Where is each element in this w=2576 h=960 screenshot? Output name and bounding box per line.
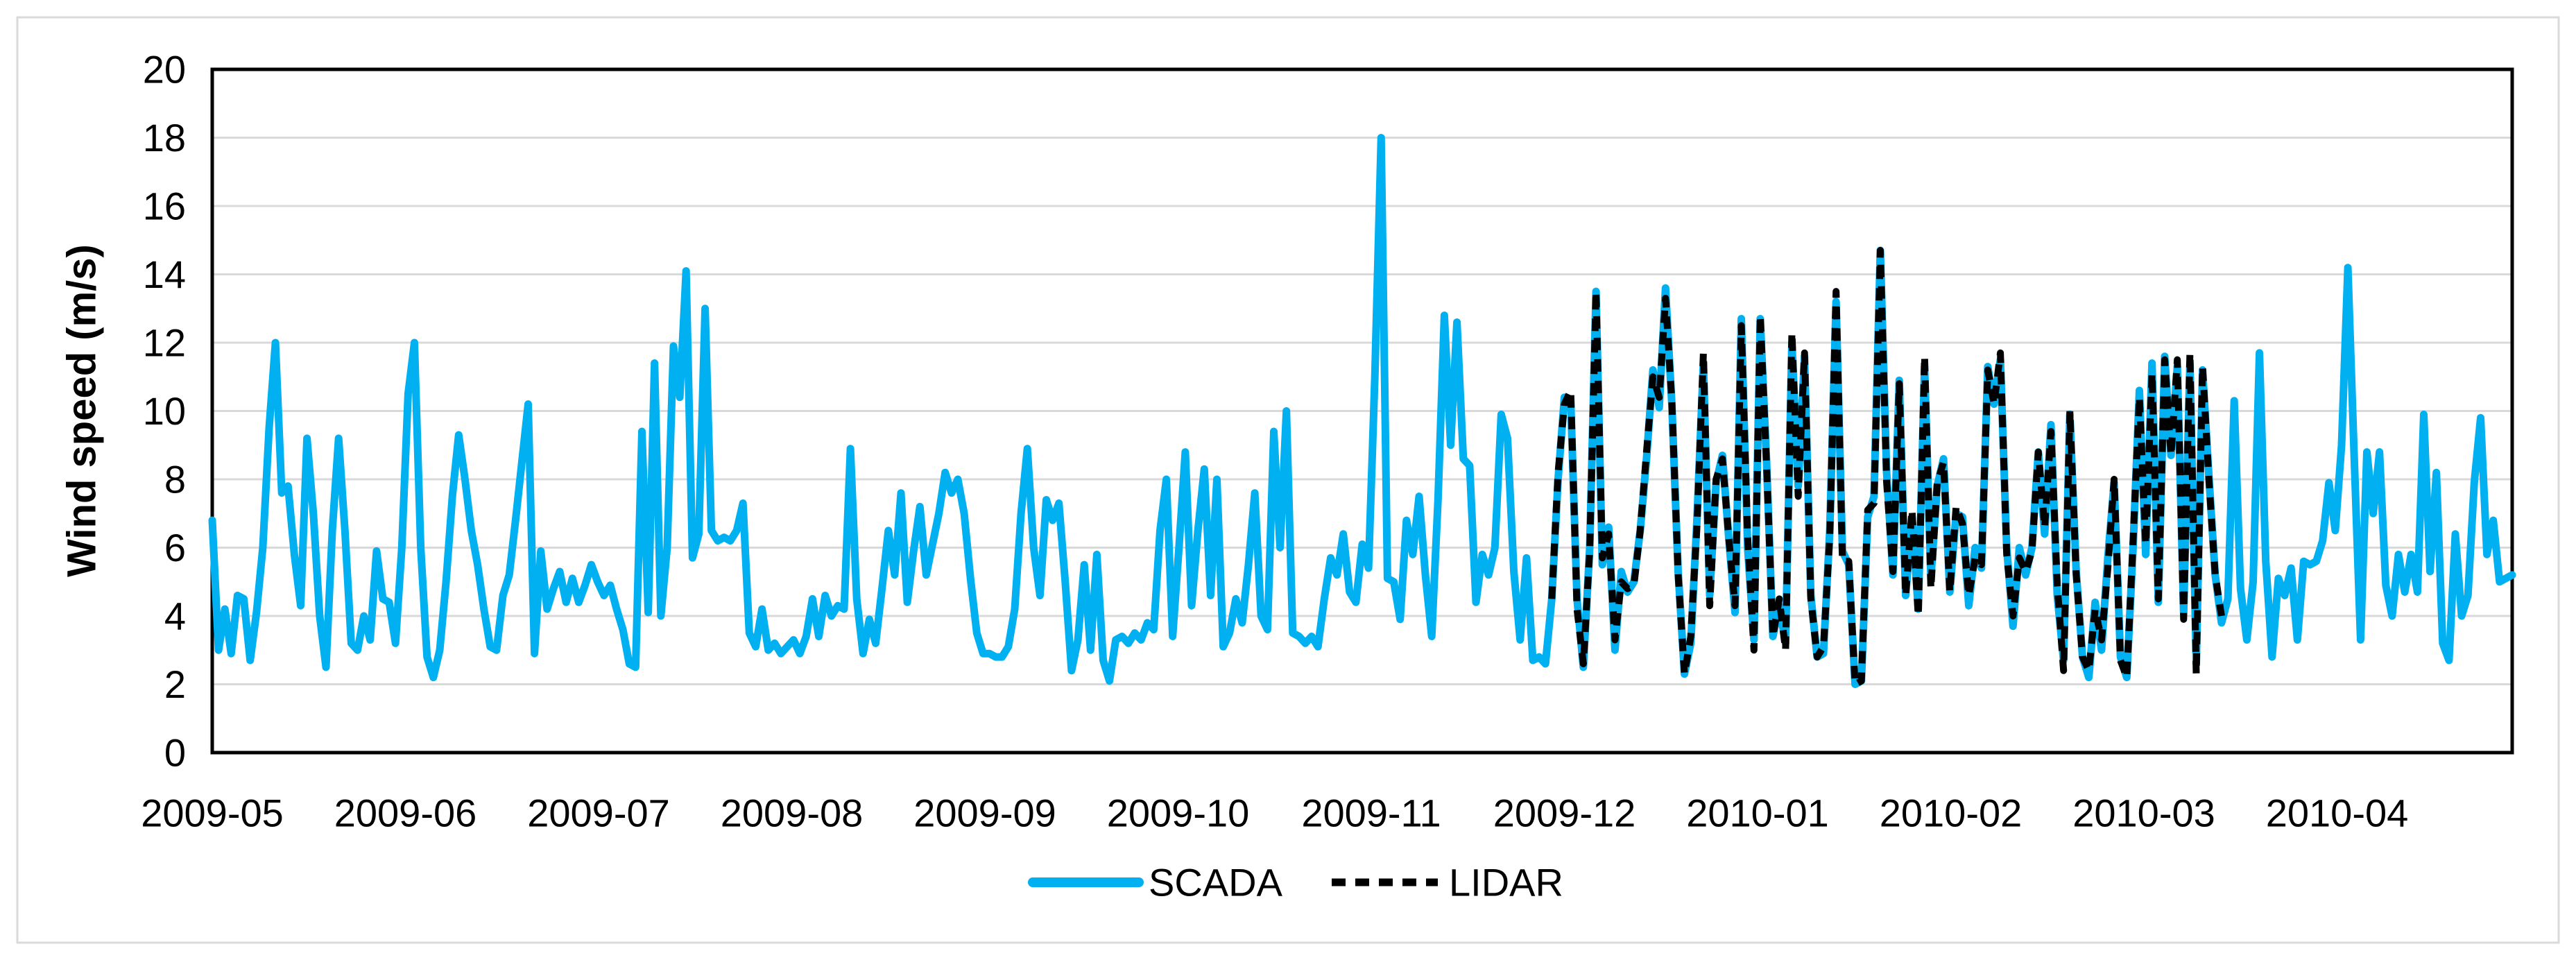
scada-series-line <box>208 134 2516 688</box>
y-axis-tick-label: 14 <box>143 252 186 296</box>
y-axis-tick-label: 20 <box>143 48 186 92</box>
legend-scada-label: SCADA <box>1149 861 1283 905</box>
y-axis-tick-label: 18 <box>143 116 186 160</box>
x-axis-tick-label: 2010-01 <box>1686 791 1829 835</box>
y-axis-tick-label: 2 <box>164 662 186 706</box>
x-axis-tick-label: 2009-12 <box>1493 791 1636 835</box>
x-axis-tick-label: 2009-10 <box>1107 791 1250 835</box>
x-axis-tick-label: 2010-04 <box>2266 791 2409 835</box>
x-axis-tick-label: 2009-11 <box>1301 791 1441 835</box>
y-axis-tick-label: 10 <box>143 389 186 433</box>
x-axis-tick-label: 2010-02 <box>1880 791 2023 835</box>
x-axis-tick-label: 2009-07 <box>527 791 670 835</box>
y-axis-tick-labels: 0 2 4 6 8 10 12 14 16 18 20 <box>143 48 186 775</box>
x-axis-tick-label: 2009-08 <box>721 791 864 835</box>
lidar-series-line <box>1548 247 2225 688</box>
figure-border <box>16 16 2560 944</box>
y-axis-tick-label: 0 <box>164 731 186 775</box>
y-axis-tick-label: 16 <box>143 185 186 228</box>
x-axis-tick-label: 2009-06 <box>334 791 477 835</box>
x-axis-tick-labels: 2009-05 2009-06 2009-07 2009-08 2009-09 2009-… <box>141 791 2408 835</box>
y-axis-tick-label: 6 <box>164 526 186 569</box>
x-axis-tick-label: 2010-03 <box>2072 791 2215 835</box>
series-layer <box>208 134 2516 688</box>
legend: SCADA LIDAR <box>1028 861 1563 905</box>
legend-lidar-label: LIDAR <box>1449 861 1563 905</box>
y-axis-tick-label: 8 <box>164 458 186 502</box>
y-axis-tick-label: 12 <box>143 321 186 365</box>
y-axis-title: Wind speed (m/s) <box>60 244 105 577</box>
plot-area-border <box>210 67 2514 755</box>
y-axis-tick-label: 4 <box>164 594 186 638</box>
x-axis-tick-label: 2009-09 <box>913 791 1056 835</box>
x-axis-tick-label: 2009-05 <box>141 791 284 835</box>
